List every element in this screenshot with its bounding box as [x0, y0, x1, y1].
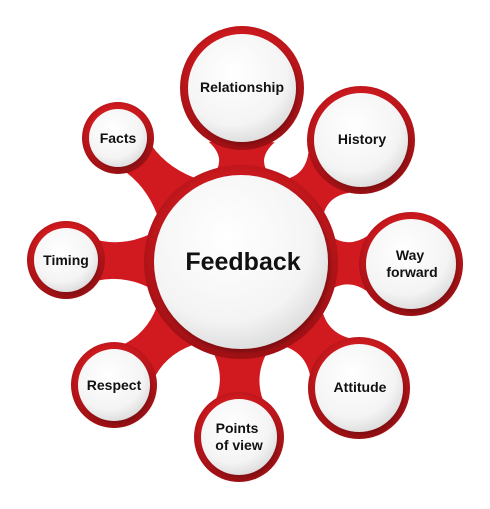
- center-disc: [154, 175, 328, 349]
- center-label: Feedback: [185, 248, 300, 276]
- connector-5: [210, 346, 271, 401]
- node-label: Way forward: [386, 247, 437, 280]
- node-way-forward: Way forward: [359, 212, 463, 316]
- node-history: History: [307, 86, 415, 194]
- node-label: Timing: [43, 252, 89, 268]
- node-label-line-2: of view: [215, 437, 263, 453]
- node-label: Facts: [100, 130, 137, 146]
- node-disc: [188, 34, 296, 142]
- node-disc: [89, 109, 147, 167]
- node-label-line-1: Points: [216, 420, 259, 436]
- node-label: History: [338, 131, 386, 147]
- node-facts: Facts: [82, 102, 154, 174]
- node-label-line-2: forward: [386, 264, 437, 280]
- node-disc: [201, 399, 277, 475]
- node-label: Respect: [87, 377, 142, 393]
- node-disc: [314, 93, 408, 187]
- connector-4: [277, 303, 350, 376]
- node-disc: [315, 344, 403, 432]
- center-node: Feedback: [154, 175, 328, 349]
- connector-7: [96, 231, 157, 292]
- node-points-of-view: Points of view: [194, 392, 284, 482]
- node-disc: [34, 228, 98, 292]
- node-label: Relationship: [200, 79, 284, 95]
- node-label: Points of view: [215, 420, 263, 453]
- node-attitude: Attitude: [308, 337, 410, 439]
- node-label-line-1: Way: [396, 247, 424, 263]
- node-disc: [366, 219, 456, 309]
- node-respect: Respect: [71, 342, 157, 428]
- connector-2: [279, 152, 350, 223]
- connector-8: [124, 144, 203, 223]
- node-disc: [78, 349, 150, 421]
- node-timing: Timing: [27, 221, 105, 299]
- node-label: Attitude: [334, 379, 387, 395]
- node-relationship: Relationship: [180, 26, 304, 150]
